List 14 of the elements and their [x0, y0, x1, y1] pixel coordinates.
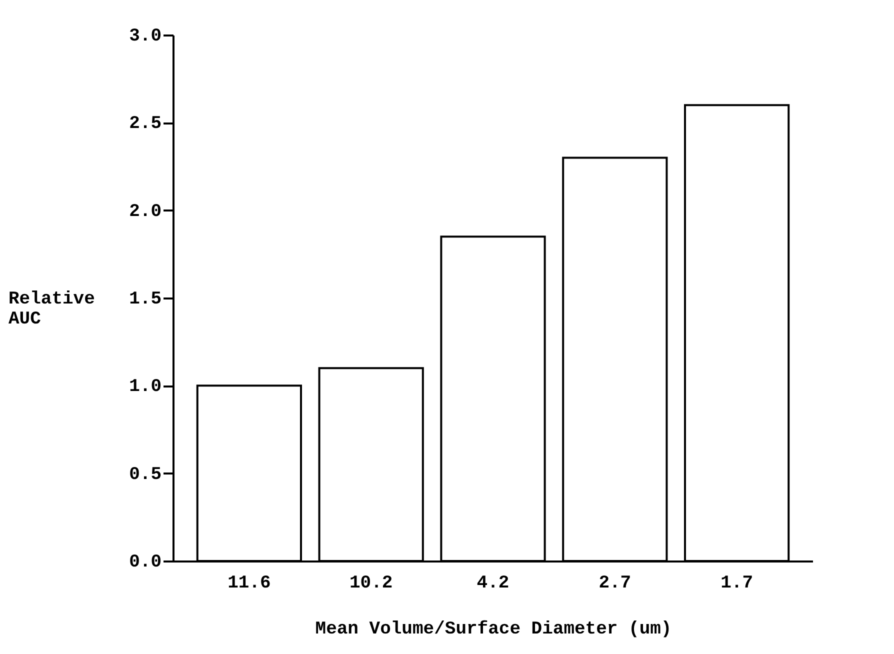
y-tick-label: 3.0 [129, 26, 162, 46]
x-tick-label: 2.7 [598, 574, 632, 594]
y-axis-title: Relative AUC [8, 290, 95, 330]
y-tick-label: 1.0 [129, 377, 162, 398]
y-tick-label: 0.0 [129, 552, 162, 572]
x-tick-label: 1.7 [720, 574, 754, 594]
y-tick-label: 2.0 [129, 202, 162, 222]
y-tick-label: 0.5 [129, 464, 162, 485]
y-tick-label: 1.5 [129, 290, 162, 310]
x-tick-label: 4.2 [476, 574, 510, 594]
x-tick-label: 10.2 [349, 574, 393, 594]
y-tick-label: 2.5 [129, 114, 162, 134]
x-tick-label: 11.6 [228, 574, 271, 594]
x-axis-title: Mean Volume/Surface Diameter (um) [315, 620, 672, 640]
